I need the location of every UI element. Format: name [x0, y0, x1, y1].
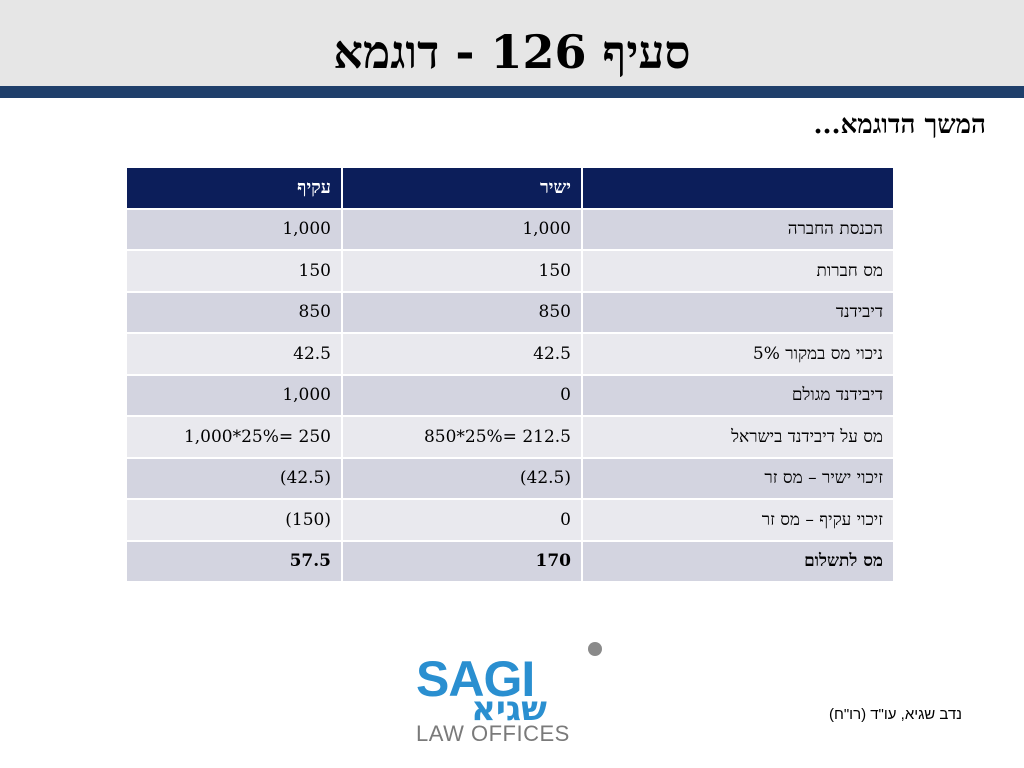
- row-label: זיכוי ישיר – מס זר: [581, 456, 895, 500]
- table-row: (42.5) (42.5) זיכוי ישיר – מס זר: [125, 456, 895, 500]
- cell-direct: 42.5: [341, 332, 583, 376]
- cell-direct: (42.5): [341, 456, 583, 500]
- cell-indirect: 1,000: [125, 373, 343, 417]
- row-label: דיבידנד מגולם: [581, 373, 895, 417]
- author-credit: נדב שגיא, עו"ד (רו"ח): [828, 706, 962, 723]
- cell-direct: 850: [341, 290, 583, 334]
- table-row: 150 150 מס חברות: [125, 249, 895, 293]
- cell-indirect: 42.5: [125, 332, 343, 376]
- row-label: מס חברות: [581, 249, 895, 293]
- row-label: הכנסת החברה: [581, 207, 895, 251]
- table-row: 1,000 0 דיבידנד מגולם: [125, 373, 895, 417]
- table-header-row: עקיף ישיר: [125, 166, 895, 210]
- cell-direct: 1,000: [341, 207, 583, 251]
- cell-indirect: 1,000: [125, 207, 343, 251]
- row-label: דיבידנד: [581, 290, 895, 334]
- header-rule: [0, 86, 1024, 98]
- slide-subtitle: המשך הדוגמא...: [813, 110, 986, 140]
- logo-dot: [588, 642, 602, 656]
- header-band: [0, 0, 1024, 86]
- table-row: 1,000 1,000 הכנסת החברה: [125, 207, 895, 251]
- row-label: מס על דיבידנד בישראל: [581, 415, 895, 459]
- table-total-row: 57.5 170 מס לתשלום: [125, 539, 895, 583]
- cell-indirect: 850: [125, 290, 343, 334]
- cell-indirect: 57.5: [125, 539, 343, 583]
- table-row: 42.5 42.5 ניכוי מס במקור 5%: [125, 332, 895, 376]
- sagi-law-offices-logo: SAGI שגיא LAW OFFICES: [410, 640, 620, 750]
- row-label: מס לתשלום: [581, 539, 895, 583]
- row-label: זיכוי עקיף – מס זר: [581, 498, 895, 542]
- table-row: (150) 0 זיכוי עקיף – מס זר: [125, 498, 895, 542]
- cell-direct: 850*25%= 212.5: [341, 415, 583, 459]
- cell-direct: 150: [341, 249, 583, 293]
- cell-indirect: 150: [125, 249, 343, 293]
- table-row: 850 850 דיבידנד: [125, 290, 895, 334]
- cell-indirect: (42.5): [125, 456, 343, 500]
- column-header-label: [581, 166, 895, 210]
- logo-tagline: LAW OFFICES: [416, 721, 570, 746]
- column-header-direct: ישיר: [341, 166, 583, 210]
- tax-comparison-table: עקיף ישיר 1,000 1,000 הכנסת החברה 150 15…: [125, 166, 895, 583]
- cell-indirect: 1,000*25%= 250: [125, 415, 343, 459]
- cell-direct: 0: [341, 498, 583, 542]
- slide-title: סעיף 126 - דוגמא: [333, 25, 691, 79]
- table-row: 1,000*25%= 250 850*25%= 212.5 מס על דיבי…: [125, 415, 895, 459]
- cell-direct: 170: [341, 539, 583, 583]
- cell-direct: 0: [341, 373, 583, 417]
- row-label: ניכוי מס במקור 5%: [581, 332, 895, 376]
- logo-brand-text: SAGI: [416, 651, 535, 707]
- cell-indirect: (150): [125, 498, 343, 542]
- logo-hebrew-text: שגיא: [471, 692, 547, 726]
- column-header-indirect: עקיף: [125, 166, 343, 210]
